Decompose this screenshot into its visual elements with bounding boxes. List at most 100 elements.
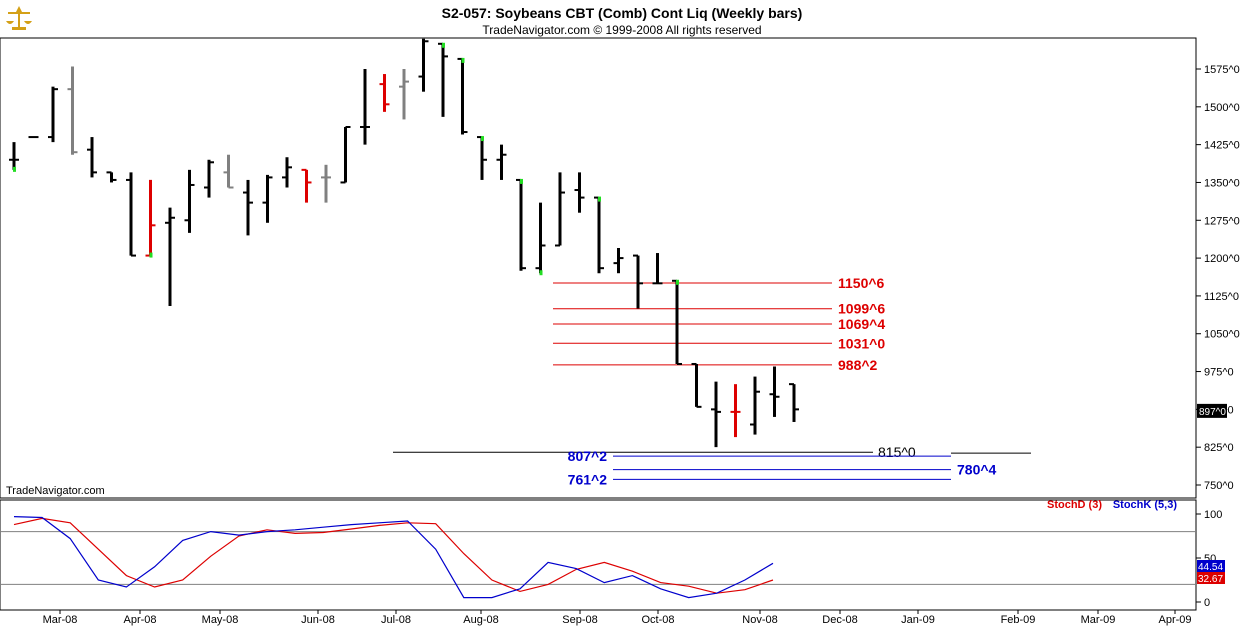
y-tick-label: 1575^0 bbox=[1204, 64, 1240, 76]
x-tick-label: Aug-08 bbox=[463, 614, 498, 626]
y-tick-label: 1275^0 bbox=[1204, 215, 1240, 227]
price-panel-frame bbox=[0, 37, 1197, 499]
legend-stochd: StochD (3) bbox=[1047, 499, 1102, 511]
ohlc-bar bbox=[633, 254, 643, 309]
ohlc-bar bbox=[48, 86, 58, 143]
signal-marker bbox=[481, 136, 484, 142]
signal-marker bbox=[676, 279, 679, 285]
signal-marker bbox=[442, 42, 445, 48]
ohlc-bar bbox=[360, 69, 370, 145]
ohlc-bar bbox=[204, 159, 214, 198]
signal-marker bbox=[598, 196, 601, 202]
x-axis: Mar-08 Apr-08 May-08 Jun-08 Jul-08 Aug-08 Sep-… bbox=[43, 610, 1192, 626]
level-label: 807^2 bbox=[568, 448, 608, 464]
ohlc-bar bbox=[789, 383, 799, 422]
y-tick-label: 750^0 bbox=[1204, 480, 1234, 492]
ohlc-bar bbox=[340, 125, 351, 184]
x-tick-label: May-08 bbox=[202, 614, 239, 626]
ohlc-bar bbox=[145, 179, 156, 258]
ohlc-bar bbox=[477, 136, 487, 180]
price-bars bbox=[9, 38, 799, 448]
ohlc-bar bbox=[126, 172, 136, 257]
level-label: 780^4 bbox=[957, 462, 997, 478]
signal-marker bbox=[539, 270, 543, 276]
ohlc-bar bbox=[438, 42, 448, 117]
x-tick-label: Feb-09 bbox=[1001, 614, 1036, 626]
level-label: 1099^6 bbox=[838, 301, 885, 317]
x-tick-label: Mar-09 bbox=[1081, 614, 1116, 626]
ohlc-bar bbox=[516, 178, 526, 271]
stoch-panel-frame bbox=[0, 499, 1197, 611]
ohlc-bar bbox=[184, 169, 195, 233]
stoch-tick-label: 0 bbox=[1204, 597, 1210, 609]
chart-title: S2-057: Soybeans CBT (Comb) Cont Liq (We… bbox=[442, 5, 803, 21]
x-tick-label: Sep-08 bbox=[562, 614, 597, 626]
x-tick-label: Jan-09 bbox=[901, 614, 935, 626]
y-tick-label: 975^0 bbox=[1204, 367, 1234, 379]
level-label: 761^2 bbox=[568, 471, 608, 487]
ohlc-bar bbox=[613, 248, 624, 274]
ohlc-bar bbox=[165, 207, 175, 306]
price-y-axis: 750^0825^0900^0975^01050^01125^01200^012… bbox=[1196, 64, 1240, 492]
x-tick-label: Dec-08 bbox=[822, 614, 857, 626]
y-tick-label: 1125^0 bbox=[1204, 291, 1239, 303]
ohlc-bar bbox=[301, 168, 312, 203]
ohlc-bar bbox=[9, 142, 19, 172]
ohlc-bar bbox=[535, 202, 546, 276]
ohlc-bar bbox=[106, 171, 117, 183]
ohlc-bar bbox=[243, 179, 253, 236]
x-tick-label: Jul-08 bbox=[381, 614, 411, 626]
y-tick-label: 825^0 bbox=[1204, 442, 1234, 454]
x-tick-label: Oct-08 bbox=[641, 614, 674, 626]
ohlc-bar bbox=[321, 164, 331, 203]
signal-marker bbox=[149, 252, 153, 258]
y-tick-label: 1050^0 bbox=[1204, 329, 1240, 341]
ohlc-bar bbox=[672, 279, 682, 365]
signal-marker bbox=[461, 57, 465, 63]
ohlc-bar bbox=[574, 172, 585, 213]
stochk-value-label: 44.54 bbox=[1198, 562, 1223, 573]
y-tick-label: 1200^0 bbox=[1204, 253, 1240, 265]
copyright-text: TradeNavigator.com © 1999-2008 All right… bbox=[482, 23, 761, 37]
x-tick-label: Nov-08 bbox=[742, 614, 777, 626]
stoch-series-line bbox=[13, 516, 774, 599]
ohlc-bar bbox=[769, 366, 780, 417]
ohlc-bar bbox=[750, 376, 760, 435]
stoch-series-line bbox=[13, 517, 774, 594]
y-tick-label: 1350^0 bbox=[1204, 177, 1240, 189]
ohlc-bar bbox=[67, 66, 78, 155]
level-label: 815^0 bbox=[878, 444, 916, 460]
ohlc-bar bbox=[496, 144, 507, 180]
signal-marker bbox=[13, 166, 16, 172]
ohlc-bar bbox=[262, 174, 273, 223]
watermark: TradeNavigator.com bbox=[6, 485, 105, 497]
level-label: 1069^4 bbox=[838, 316, 885, 332]
stochd-value-label: 32.67 bbox=[1198, 574, 1223, 585]
x-tick-label: Apr-08 bbox=[123, 614, 156, 626]
y-tick-label: 1500^0 bbox=[1204, 102, 1240, 114]
ohlc-bar bbox=[399, 69, 409, 120]
level-label: 988^2 bbox=[838, 357, 878, 373]
ohlc-bar bbox=[594, 196, 604, 274]
ohlc-bar bbox=[223, 154, 234, 189]
last-price-label: 897^0 bbox=[1199, 407, 1226, 418]
x-tick-label: Mar-08 bbox=[43, 614, 78, 626]
scales-logo-icon bbox=[4, 3, 34, 33]
ohlc-bar bbox=[282, 157, 292, 188]
ohlc-bar bbox=[555, 172, 565, 247]
ohlc-bar bbox=[652, 253, 663, 285]
last-price-tag: 897^0 bbox=[1197, 403, 1227, 418]
ohlc-bar bbox=[87, 137, 97, 178]
ohlc-bar bbox=[691, 362, 702, 408]
level-label: 1031^0 bbox=[838, 335, 885, 351]
x-tick-label: Apr-09 bbox=[1158, 614, 1191, 626]
ohlc-bar bbox=[457, 57, 468, 135]
y-tick-label: 1425^0 bbox=[1204, 140, 1240, 152]
ohlc-bar bbox=[730, 384, 741, 438]
ohlc-bar bbox=[379, 74, 390, 112]
signal-marker bbox=[520, 178, 523, 184]
ohlc-bar bbox=[711, 381, 721, 448]
